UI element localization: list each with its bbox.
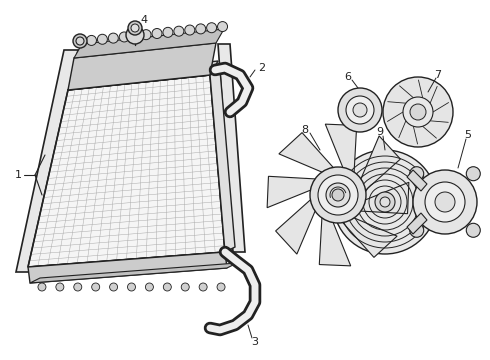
- Circle shape: [218, 22, 227, 32]
- Polygon shape: [343, 218, 397, 257]
- Polygon shape: [28, 252, 227, 283]
- Polygon shape: [319, 218, 351, 266]
- Circle shape: [217, 283, 225, 291]
- Polygon shape: [16, 50, 78, 272]
- Circle shape: [333, 150, 437, 254]
- Circle shape: [130, 31, 140, 41]
- Circle shape: [146, 283, 153, 291]
- Circle shape: [425, 182, 465, 222]
- Circle shape: [86, 35, 97, 45]
- Circle shape: [326, 183, 350, 207]
- Text: 7: 7: [435, 70, 441, 80]
- Circle shape: [141, 30, 151, 40]
- Circle shape: [174, 26, 184, 36]
- Circle shape: [410, 167, 424, 181]
- Circle shape: [346, 96, 374, 124]
- Text: 9: 9: [376, 127, 384, 137]
- Text: 4: 4: [140, 15, 147, 25]
- Circle shape: [435, 192, 455, 212]
- Circle shape: [181, 283, 189, 291]
- Polygon shape: [361, 136, 400, 190]
- Circle shape: [413, 170, 477, 234]
- Text: 5: 5: [465, 130, 471, 140]
- Circle shape: [466, 223, 480, 237]
- Circle shape: [163, 283, 172, 291]
- Text: 3: 3: [251, 337, 259, 347]
- Circle shape: [126, 26, 144, 44]
- Polygon shape: [74, 29, 224, 58]
- Polygon shape: [68, 61, 218, 90]
- Circle shape: [119, 32, 129, 42]
- Polygon shape: [210, 70, 235, 252]
- Polygon shape: [218, 44, 245, 252]
- Text: 6: 6: [344, 72, 351, 82]
- Circle shape: [128, 21, 142, 35]
- Circle shape: [131, 24, 139, 32]
- Circle shape: [383, 77, 453, 147]
- Circle shape: [332, 189, 344, 201]
- Circle shape: [196, 24, 206, 34]
- Circle shape: [163, 27, 173, 37]
- Circle shape: [310, 167, 366, 223]
- Polygon shape: [325, 124, 357, 172]
- Circle shape: [353, 103, 367, 117]
- Circle shape: [466, 167, 480, 181]
- Polygon shape: [275, 200, 315, 254]
- Circle shape: [380, 197, 390, 207]
- Text: 8: 8: [301, 125, 309, 135]
- Circle shape: [410, 104, 426, 120]
- Polygon shape: [279, 132, 333, 172]
- Circle shape: [410, 223, 424, 237]
- Circle shape: [403, 97, 433, 127]
- Circle shape: [375, 192, 395, 212]
- Circle shape: [98, 34, 107, 44]
- Polygon shape: [28, 75, 225, 267]
- Text: 1: 1: [15, 170, 22, 180]
- Circle shape: [185, 25, 195, 35]
- Circle shape: [38, 283, 46, 291]
- Circle shape: [207, 23, 217, 33]
- Circle shape: [73, 34, 87, 48]
- Circle shape: [152, 28, 162, 39]
- Text: 2: 2: [258, 63, 265, 73]
- Circle shape: [338, 88, 382, 132]
- Polygon shape: [68, 43, 216, 90]
- Circle shape: [92, 283, 99, 291]
- Polygon shape: [407, 170, 427, 191]
- Circle shape: [199, 283, 207, 291]
- Circle shape: [56, 283, 64, 291]
- Circle shape: [76, 37, 84, 45]
- Circle shape: [108, 33, 118, 43]
- Circle shape: [74, 283, 82, 291]
- Polygon shape: [407, 213, 427, 234]
- Polygon shape: [30, 263, 237, 283]
- Polygon shape: [267, 176, 315, 208]
- Circle shape: [110, 283, 118, 291]
- Circle shape: [127, 283, 136, 291]
- Circle shape: [318, 175, 358, 215]
- Polygon shape: [361, 182, 409, 214]
